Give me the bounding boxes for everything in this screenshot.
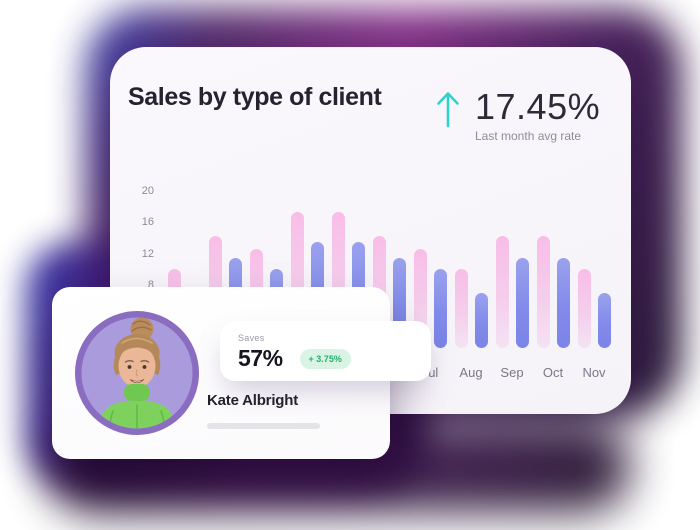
trend-caption: Last month avg rate — [475, 129, 582, 143]
bar-aug-blue[interactable] — [474, 293, 488, 348]
profile-name: Kate Albright — [207, 392, 299, 409]
bar-oct-blue[interactable] — [556, 258, 570, 348]
bar-nov-pink[interactable] — [577, 269, 591, 348]
y-axis-tick: 12 — [141, 247, 154, 260]
bar-sep-pink[interactable] — [495, 236, 509, 348]
bar-aug-pink[interactable] — [454, 269, 468, 348]
bar-oct-pink[interactable] — [536, 236, 550, 348]
x-axis-label-aug: Aug — [459, 365, 483, 380]
trend-value: 17.45% — [475, 86, 601, 127]
stat-label: Saves — [238, 333, 265, 343]
trend-indicator: 17.45% Last month avg rate — [435, 87, 600, 143]
x-axis-label-nov: Nov — [582, 365, 606, 380]
y-axis-tick: 20 — [141, 184, 154, 197]
bar-jul-blue[interactable] — [433, 269, 447, 348]
x-axis-label-oct: Oct — [542, 365, 564, 380]
y-axis-tick: 8 — [147, 279, 154, 292]
arrow-up-icon — [437, 92, 459, 128]
profile-progress-track — [207, 423, 320, 429]
page-title: Sales by type of client — [128, 83, 382, 111]
stat-value: 57% — [238, 345, 283, 371]
y-axis-tick: 16 — [141, 216, 154, 229]
bar-sep-blue[interactable] — [515, 258, 529, 348]
bar-nov-blue[interactable] — [597, 293, 611, 348]
stat-delta-badge: + 3.75% — [299, 348, 351, 369]
avatar — [75, 311, 199, 435]
saves-stat-card: Saves 57% + 3.75% — [220, 321, 431, 381]
x-axis-label-sep: Sep — [500, 365, 524, 380]
